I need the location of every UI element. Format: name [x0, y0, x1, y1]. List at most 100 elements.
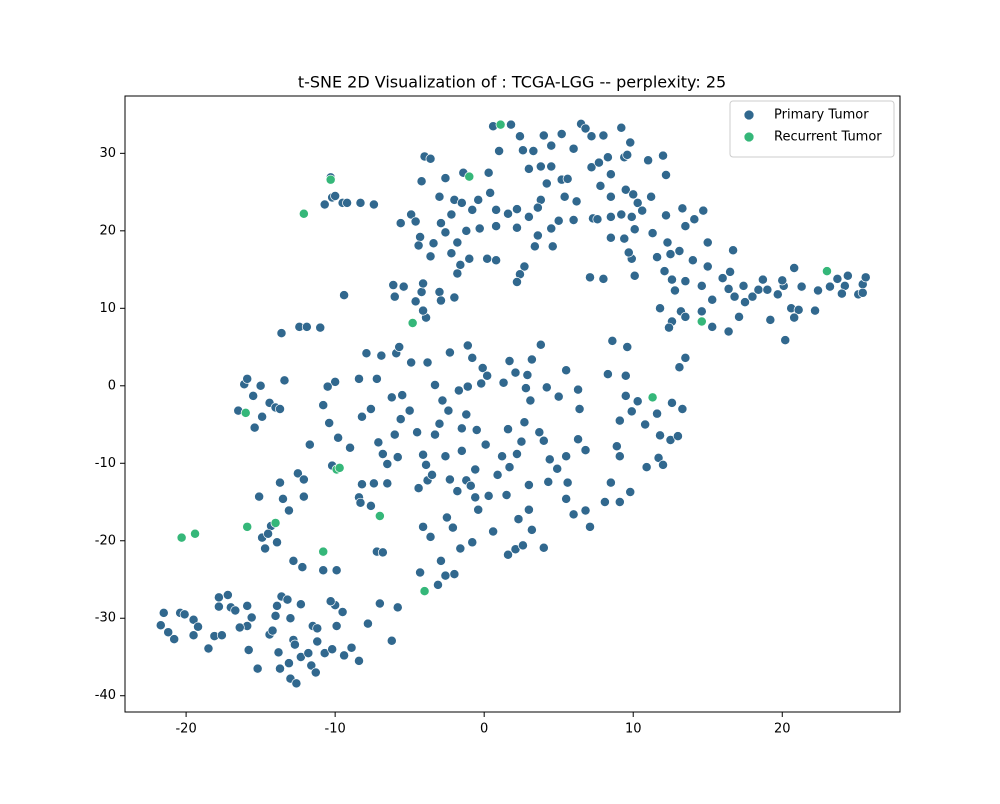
point: [325, 174, 336, 185]
point: [510, 367, 521, 378]
point: [729, 291, 740, 302]
point: [357, 479, 367, 490]
point: [532, 230, 543, 241]
point: [437, 395, 448, 406]
point: [476, 378, 487, 389]
point: [430, 429, 440, 440]
point: [418, 449, 429, 460]
point: [242, 521, 253, 532]
point: [546, 161, 557, 172]
y-tick-label: 30: [99, 146, 116, 161]
point: [213, 592, 224, 603]
point: [655, 303, 665, 314]
point: [680, 311, 691, 322]
x-tick-label: -20: [175, 722, 196, 737]
point: [365, 404, 376, 414]
point: [422, 357, 433, 368]
point: [585, 272, 595, 283]
point: [652, 408, 663, 419]
point: [301, 321, 312, 332]
point: [355, 197, 366, 208]
point: [283, 505, 294, 516]
point: [382, 459, 393, 470]
point: [425, 251, 436, 262]
point: [620, 184, 631, 195]
point: [680, 352, 691, 363]
point: [193, 621, 203, 632]
x-tick-label: 0: [480, 722, 488, 737]
point: [541, 382, 552, 393]
point: [318, 400, 329, 411]
point: [504, 462, 515, 473]
point: [394, 342, 405, 352]
point: [368, 478, 379, 489]
y-tick-label: -10: [95, 456, 116, 471]
point: [667, 397, 677, 408]
point: [158, 607, 169, 618]
point: [377, 547, 388, 558]
point: [667, 274, 677, 285]
point: [646, 191, 657, 202]
point: [734, 311, 744, 322]
point: [629, 270, 640, 281]
point: [517, 540, 528, 551]
point: [298, 491, 309, 502]
point: [595, 180, 606, 191]
point: [762, 284, 773, 295]
point: [523, 211, 534, 222]
point: [155, 620, 166, 631]
point: [523, 163, 534, 174]
point: [616, 122, 627, 133]
point: [598, 130, 609, 141]
y-tick-label: 0: [108, 378, 116, 393]
point: [444, 474, 455, 485]
point: [354, 373, 364, 384]
point: [436, 295, 446, 306]
point: [449, 569, 460, 580]
point: [312, 623, 323, 634]
point: [488, 526, 499, 537]
point: [456, 445, 467, 456]
point: [272, 600, 282, 611]
point: [825, 281, 835, 292]
point: [461, 225, 472, 236]
point: [190, 528, 200, 539]
point: [462, 381, 473, 392]
point: [680, 276, 691, 287]
point: [546, 223, 557, 234]
point: [240, 407, 251, 418]
point: [397, 390, 408, 401]
point: [345, 442, 355, 453]
point: [267, 625, 278, 636]
point: [503, 208, 513, 219]
point: [665, 249, 676, 260]
point: [506, 119, 516, 130]
point: [522, 369, 533, 380]
point: [404, 405, 415, 416]
point: [465, 480, 476, 491]
point: [629, 224, 640, 235]
point: [188, 614, 199, 625]
point: [517, 145, 528, 156]
point: [461, 409, 472, 420]
point: [289, 639, 300, 650]
point: [374, 511, 385, 521]
point: [832, 273, 843, 284]
point: [327, 644, 338, 655]
point: [434, 418, 445, 429]
point: [339, 290, 350, 301]
point: [777, 275, 788, 286]
point: [658, 459, 668, 470]
point: [580, 123, 591, 134]
point: [501, 490, 512, 500]
point: [467, 352, 478, 363]
legend-marker: [743, 109, 755, 121]
point: [535, 161, 546, 172]
point: [436, 218, 446, 229]
point: [306, 660, 317, 671]
x-tick-label: 20: [774, 722, 791, 737]
point: [640, 419, 651, 430]
point: [546, 140, 557, 151]
point: [163, 627, 174, 638]
point: [242, 373, 253, 384]
